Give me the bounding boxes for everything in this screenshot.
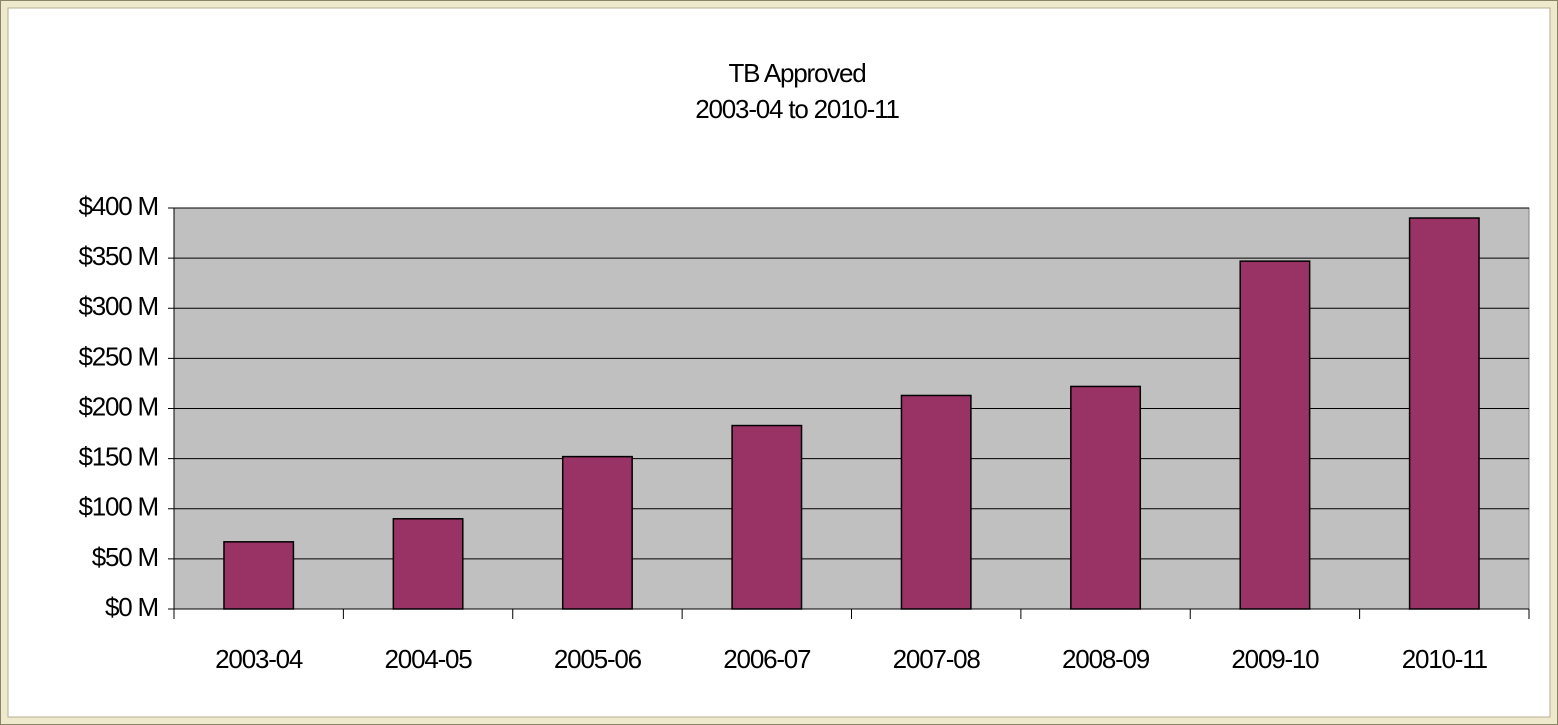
x-tick-label: 2010-11: [1402, 644, 1488, 674]
x-tick-label: 2006-07: [723, 644, 811, 674]
chart-title: TB Approved: [728, 58, 865, 88]
y-tick-label: $300 M: [78, 291, 158, 321]
y-tick-label: $200 M: [78, 391, 158, 421]
bar: [1070, 385, 1142, 610]
y-tick-label: $350 M: [78, 241, 158, 271]
y-tick-label: $50 M: [92, 542, 158, 572]
bar: [392, 518, 464, 610]
bar: [561, 455, 633, 610]
y-tick-label: $0 M: [105, 592, 158, 622]
x-tick-label: 2008-09: [1062, 644, 1150, 674]
bar: [1408, 217, 1480, 610]
y-tick-label: $400 M: [78, 191, 158, 221]
y-tick-label: $100 M: [78, 492, 158, 522]
bar: [1239, 260, 1311, 610]
x-tick-label: 2009-10: [1231, 644, 1319, 674]
x-tick-label: 2007-08: [893, 644, 981, 674]
x-tick-label: 2005-06: [554, 644, 642, 674]
bar: [731, 424, 803, 610]
y-tick-label: $250 M: [78, 341, 158, 371]
x-tick-label: 2003-04: [215, 644, 303, 674]
chart-subtitle: 2003-04 to 2010-11: [695, 94, 899, 124]
x-tick-label: 2004-05: [385, 644, 473, 674]
y-tick-label: $150 M: [78, 442, 158, 472]
bar: [223, 541, 295, 610]
bar: [900, 394, 972, 610]
